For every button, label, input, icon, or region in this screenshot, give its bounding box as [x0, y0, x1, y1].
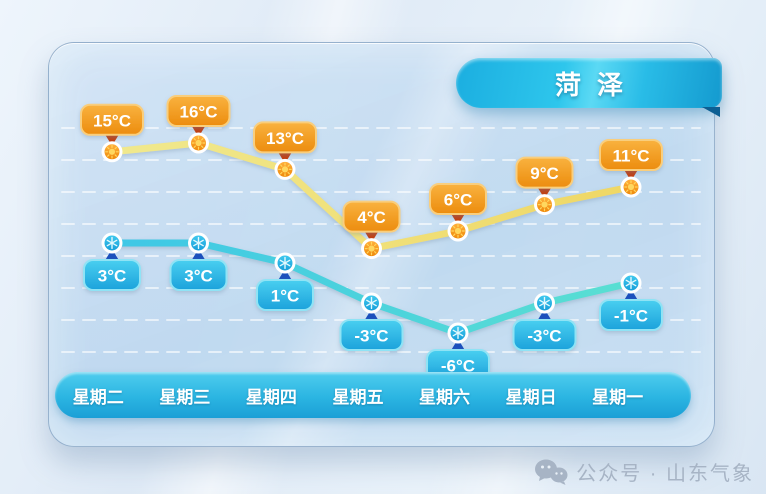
weekday-label-4: 星期六	[419, 387, 471, 407]
high-temp-label: 4°C	[357, 208, 386, 227]
high-temp-label: 16°C	[180, 103, 218, 122]
sun-icon	[281, 166, 289, 173]
weekday-label-2: 星期四	[245, 387, 297, 407]
weekday-label-5: 星期日	[505, 387, 557, 407]
high-temp-label: 11°C	[612, 147, 649, 166]
low-temp-label: 3°C	[184, 267, 213, 286]
sun-icon	[108, 148, 116, 155]
high-temp-label: 13°C	[266, 129, 304, 148]
weekday-label-1: 星期三	[159, 387, 211, 407]
watermark-text: 公众号 · 山东气象	[576, 463, 754, 485]
sun-icon	[541, 201, 548, 208]
low-temp-label: -1°C	[614, 307, 648, 326]
sun-icon	[195, 139, 202, 147]
low-temp-label: -3°C	[527, 327, 561, 346]
city-title: 菏泽	[554, 69, 639, 100]
wechat-icon	[535, 459, 568, 485]
low-temp-label: 3°C	[98, 267, 127, 286]
weekday-label-3: 星期五	[332, 387, 384, 407]
watermark: 公众号 · 山东气象	[534, 457, 754, 486]
low-temp-label: 1°C	[271, 287, 300, 306]
city-title-ribbon: 菏泽	[456, 58, 722, 117]
low-temp-label: -3°C	[354, 327, 388, 346]
sun-icon	[627, 183, 635, 191]
weekday-label-6: 星期一	[592, 387, 644, 407]
high-temp-label: 6°C	[444, 191, 473, 210]
weekday-bar: 星期二 星期三 星期四 星期五 星期六 星期日 星期一	[55, 372, 691, 418]
sun-icon	[368, 245, 375, 252]
high-temp-label: 15°C	[93, 111, 131, 130]
sun-icon	[454, 227, 462, 235]
weekday-label-0: 星期二	[72, 387, 124, 407]
high-temp-label: 9°C	[530, 164, 559, 183]
